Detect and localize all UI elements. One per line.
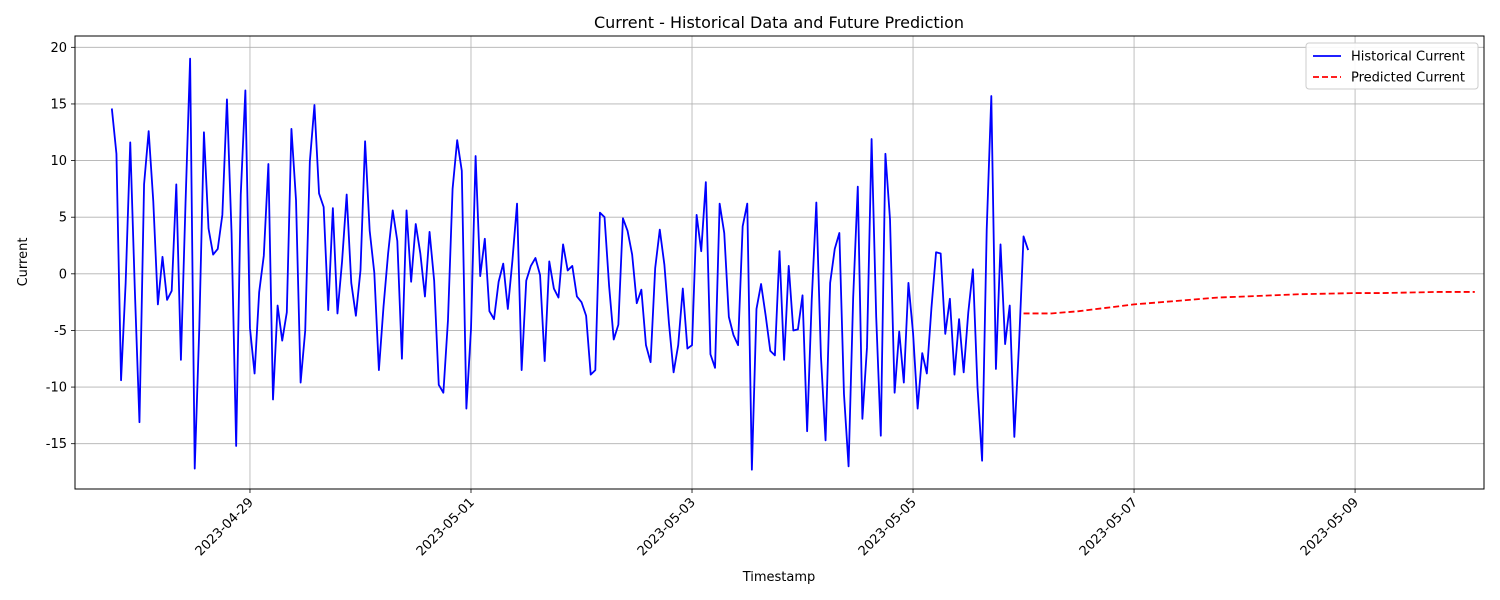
x-tick-label: 2023-05-05	[856, 495, 920, 559]
plot-frame	[74, 35, 1485, 490]
y-tick-label: -5	[54, 324, 67, 339]
series-line-historical	[110, 57, 1030, 471]
y-tick-label: 10	[50, 154, 67, 169]
x-tick-label: 2023-04-29	[193, 495, 257, 559]
y-axis: -15 -10 -5 0 5 10 15 20	[46, 41, 75, 452]
legend-entry: Historical Current	[1351, 50, 1465, 65]
legend-box	[1305, 42, 1479, 90]
x-axis: 2023-04-29 2023-05-01 2023-05-03 2023-05-05…	[193, 489, 1362, 559]
legend: Historical Current Predicted Current	[1305, 42, 1479, 90]
y-tick-label: -15	[46, 437, 67, 452]
x-tick-label: 2023-05-09	[1298, 495, 1362, 559]
series-line-predicted	[1023, 291, 1475, 315]
y-tick-label: -10	[46, 381, 67, 396]
series-group	[110, 57, 1475, 471]
y-axis-label: Current	[16, 238, 31, 287]
legend-entry: Predicted Current	[1351, 71, 1465, 86]
y-tick-label: 5	[59, 211, 67, 226]
y-tick-label: 0	[59, 267, 67, 282]
x-tick-label: 2023-05-07	[1077, 495, 1141, 559]
x-tick-label: 2023-05-01	[414, 495, 478, 559]
x-tick-label: 2023-05-03	[635, 495, 699, 559]
y-tick-label: 15	[50, 97, 67, 112]
chart-title: Current - Historical Data and Future Pre…	[594, 13, 964, 32]
y-tick-label: 20	[50, 41, 67, 56]
x-axis-label: Timestamp	[742, 570, 816, 585]
